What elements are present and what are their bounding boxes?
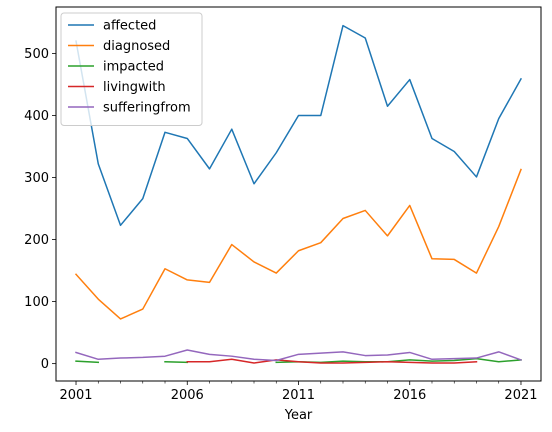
x-tick-label: 2006 <box>171 388 204 403</box>
x-axis-label: Year <box>284 408 313 423</box>
x-tick-label: 2001 <box>59 388 92 403</box>
legend-label-diagnosed: diagnosed <box>103 39 170 54</box>
legend-label-livingwith: livingwith <box>103 80 166 95</box>
legend-label-affected: affected <box>103 19 156 34</box>
y-tick-label: 200 <box>24 233 49 248</box>
y-tick-label: 300 <box>24 171 49 186</box>
series-line-impacted-seg2 <box>164 360 189 364</box>
series-line-sufferingfrom <box>75 349 522 362</box>
x-tick-label: 2021 <box>504 388 537 403</box>
series-layer <box>74 24 523 364</box>
x-axis-ticks: 2001 2006 2011 2016 2021 <box>59 381 538 403</box>
series-line-diagnosed <box>74 168 522 320</box>
legend-box <box>60 12 203 126</box>
y-tick-label: 400 <box>24 109 49 124</box>
y-tick-label: 0 <box>41 357 49 372</box>
legend: affected diagnosed impacted livingwith suffe… <box>60 12 203 126</box>
y-axis-ticks: 0 100 200 300 400 500 <box>24 47 56 372</box>
legend-label-sufferingfrom: sufferingfrom <box>103 101 191 116</box>
y-tick-label: 100 <box>24 295 49 310</box>
series-line-impacted-seg1 <box>75 360 100 364</box>
y-tick-label: 500 <box>24 47 49 62</box>
series-line-livingwith <box>186 358 478 364</box>
x-tick-label: 2011 <box>282 388 315 403</box>
series-line-affected <box>75 24 523 227</box>
x-tick-label: 2016 <box>393 388 426 403</box>
legend-label-impacted: impacted <box>103 60 164 75</box>
